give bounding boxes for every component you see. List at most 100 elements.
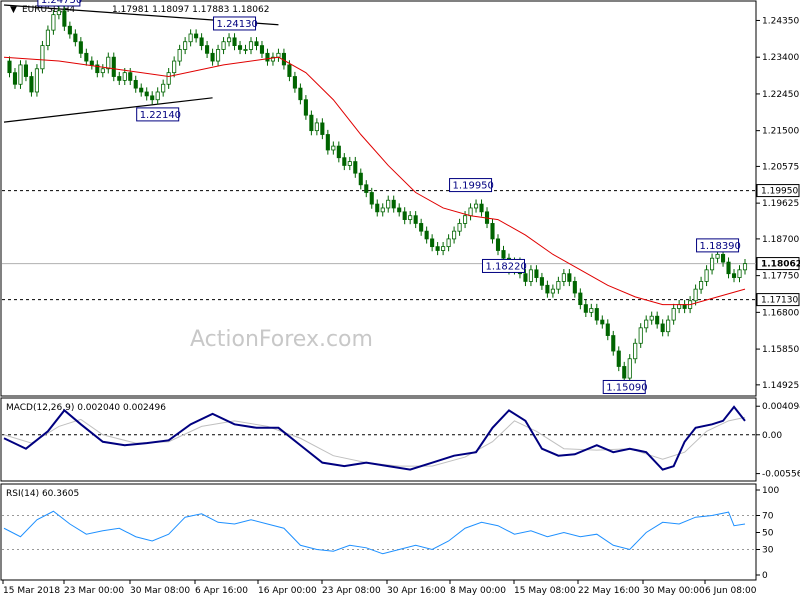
candle-body	[556, 281, 561, 290]
candle-body	[473, 203, 479, 209]
candle-body	[237, 45, 243, 50]
candle-body	[671, 308, 676, 321]
price-tick-label: 1.24350	[762, 16, 799, 26]
candle-body	[122, 72, 127, 81]
price-callout-box	[602, 379, 646, 394]
rsi-axis-ticks: 100 70 50 30 0	[756, 486, 779, 581]
candle-body	[62, 10, 67, 27]
price-callout-label: 1.15090	[606, 382, 647, 393]
candle-body	[578, 292, 583, 306]
candle-body	[391, 199, 396, 209]
candle-body	[660, 323, 665, 333]
candle-body	[117, 76, 122, 81]
candle-body	[693, 288, 698, 302]
candle-body	[710, 257, 715, 271]
candle-body	[627, 358, 632, 379]
candle-body	[292, 76, 297, 89]
price-callout-box	[213, 16, 257, 31]
time-tick-label: 16 Apr 00:00	[258, 586, 317, 596]
candle-body	[457, 223, 462, 232]
last-price-tag-label: 1.18062	[761, 260, 800, 270]
time-tick-label: 30 Mar 08:00	[130, 586, 190, 596]
time-tick-label: 23 Mar 00:00	[64, 586, 124, 596]
price-callout-label: 1.19950	[453, 181, 494, 192]
candle-body	[133, 79, 138, 89]
price-tick-label: 1.19625	[762, 199, 799, 209]
candle-body	[254, 41, 259, 46]
candle-body	[731, 273, 737, 278]
candle-body	[583, 304, 588, 313]
price-callout-label: 1.24130	[217, 19, 258, 30]
candle-body	[430, 238, 435, 248]
candle-body	[248, 41, 254, 50]
candle-body	[616, 350, 621, 367]
time-tick-label: 22 May 16:00	[578, 586, 640, 596]
candle-body	[386, 199, 391, 209]
candle-body	[644, 319, 649, 329]
level-tag-label: 1.19950	[761, 187, 798, 197]
candle-body	[232, 37, 237, 46]
candle-body	[194, 33, 199, 39]
candle-body	[12, 72, 18, 85]
candle-body	[545, 284, 550, 294]
price-callout-label: 1.24750	[41, 0, 82, 6]
candle-body	[375, 203, 380, 213]
price-axis-ticks: 1.24350 1.23400 1.22450 1.21500 1.20575 1.196…	[756, 16, 799, 391]
candle-body	[73, 33, 78, 43]
level-tag-box	[756, 293, 800, 307]
candle-body	[210, 52, 215, 62]
price-tick-label: 1.17750	[762, 272, 799, 282]
price-tick-label: 1.21500	[762, 127, 799, 137]
candle-body	[320, 122, 325, 135]
price-callout-box	[481, 258, 525, 273]
candle-body	[276, 52, 281, 58]
candle-series	[7, 6, 748, 383]
level-tag-label: 1.17130	[761, 296, 798, 306]
candle-body	[589, 308, 594, 313]
candle-body	[611, 335, 616, 352]
price-callout-group: 1.24750 1.24130 1.22140 1.19950 1.18220 1.183…	[37, 0, 741, 394]
trendline[interactable]	[3, 97, 213, 123]
price-callout-label: 1.22140	[140, 110, 181, 121]
candle-body	[594, 308, 599, 321]
macd-tick-label: -0.005568	[762, 470, 800, 480]
time-tick-label: 8 May 00:00	[450, 586, 506, 596]
candle-body	[479, 203, 484, 213]
price-callout-box	[37, 0, 81, 7]
price-tick-label: 1.14925	[762, 381, 799, 391]
rsi-tick-label: 50	[762, 529, 774, 539]
candle-body	[358, 172, 363, 186]
rsi-level-lines	[2, 515, 756, 550]
candle-body	[677, 304, 682, 309]
price-callout-box	[696, 238, 740, 253]
candle-body	[216, 49, 221, 62]
candle-body	[699, 281, 704, 290]
candle-body	[23, 64, 29, 77]
candle-body	[523, 273, 528, 282]
candle-body	[622, 366, 627, 379]
price-callout-label: 1.18390	[700, 241, 741, 252]
rsi-tick-label: 0	[762, 571, 768, 581]
candle-body	[205, 45, 210, 54]
candle-body	[726, 261, 731, 275]
candle-body	[567, 273, 572, 282]
time-tick-label: 30 Apr 16:00	[387, 586, 446, 596]
candle-body	[534, 269, 539, 278]
candle-body	[34, 68, 39, 93]
level-tag-group: 1.19950 1.17130 1.18062	[756, 184, 800, 307]
price-tick-label: 1.20575	[762, 162, 799, 172]
level-tag-box	[756, 184, 800, 198]
candle-body	[177, 49, 182, 62]
candle-body	[419, 223, 424, 232]
candle-body	[221, 41, 226, 50]
candle-body	[106, 56, 111, 70]
candle-body	[468, 207, 473, 217]
chart-symbol-title: EURUSD,H4	[22, 5, 75, 15]
candle-body	[441, 246, 446, 251]
candle-body	[259, 45, 265, 54]
candle-body	[56, 10, 61, 16]
price-callout-box	[449, 178, 493, 193]
candle-body	[364, 184, 369, 193]
last-price-tag-box	[756, 257, 800, 271]
